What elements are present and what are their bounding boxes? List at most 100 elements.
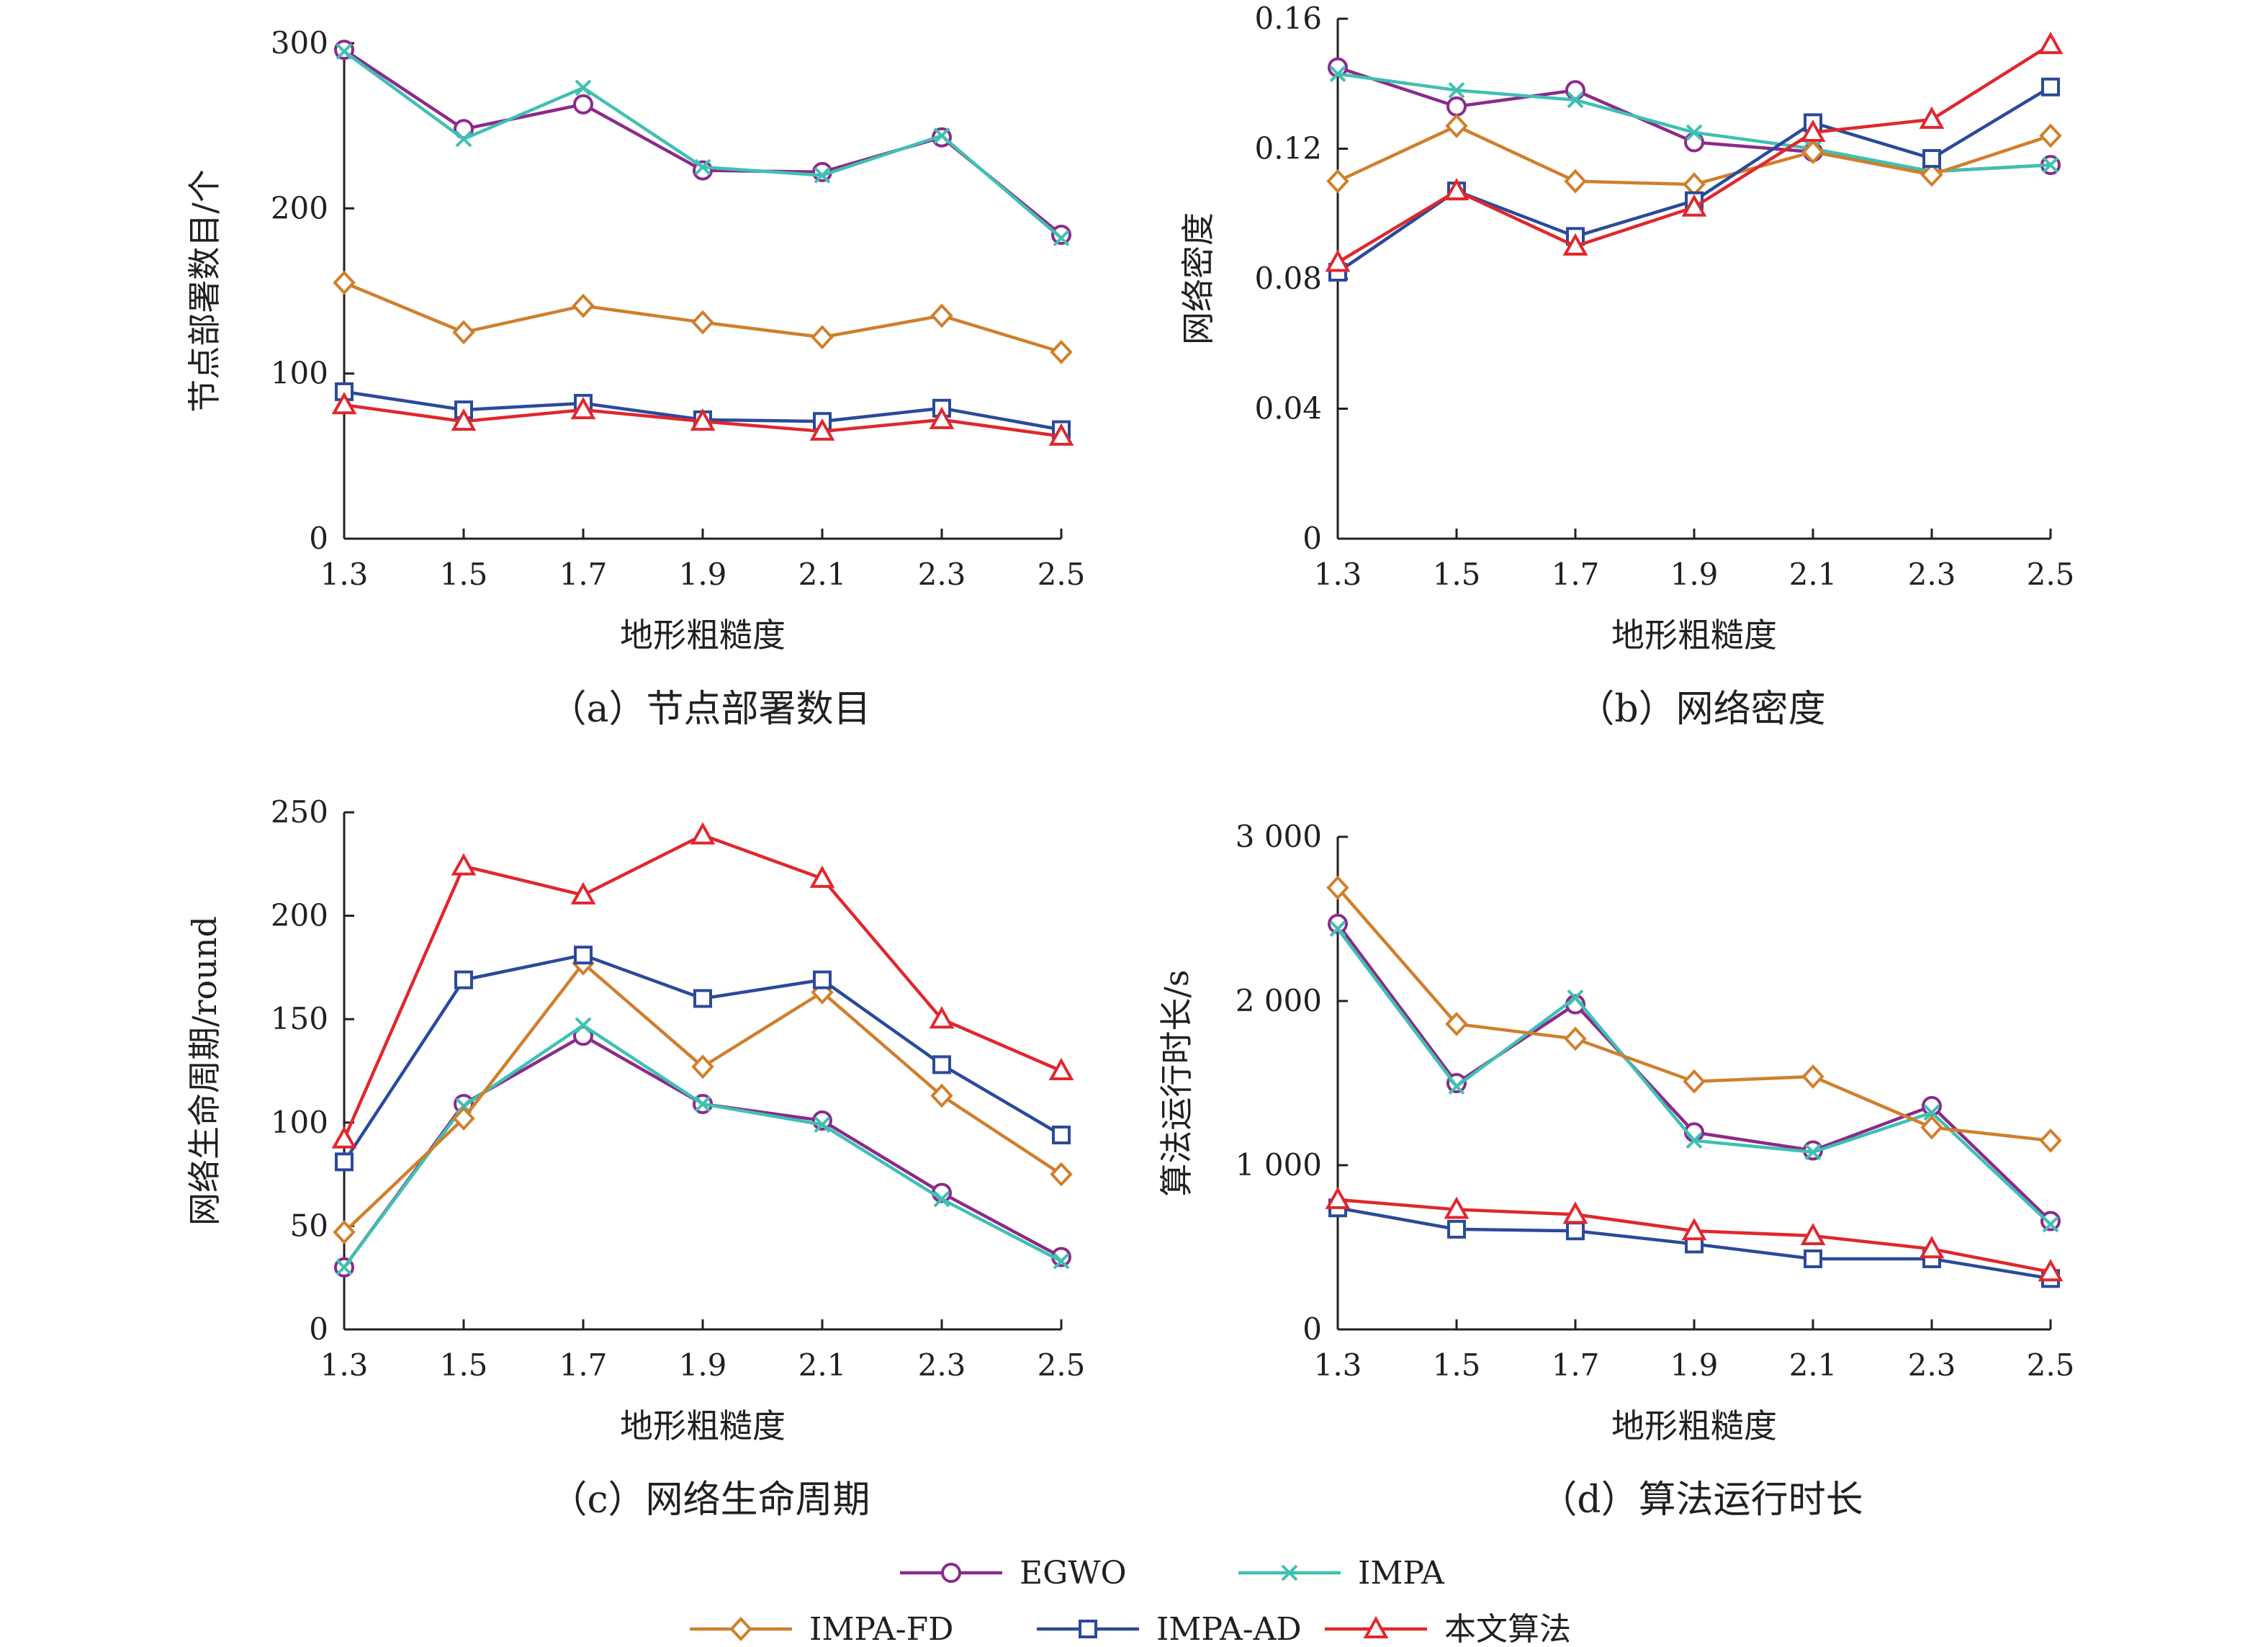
- data-point: [1050, 339, 1073, 364]
- data-point: [2041, 77, 2060, 97]
- data-point: [1329, 66, 1346, 83]
- data-point: [451, 408, 477, 431]
- x-tick-label: 1.5: [440, 1347, 488, 1383]
- data-point: [1923, 1104, 1940, 1121]
- x-tick-label: 2.3: [1908, 557, 1956, 592]
- x-tick-label: 2.1: [798, 1347, 847, 1383]
- series-line: [1336, 43, 2052, 264]
- x-tick-label: 2.5: [1038, 1347, 1086, 1383]
- data-point: [1445, 113, 1468, 138]
- y-tick-label: 0: [1302, 521, 1322, 556]
- series-本文算法: [331, 822, 1074, 1149]
- data-point: [1051, 225, 1071, 246]
- y-tick-label: 200: [271, 898, 328, 933]
- data-point: [1565, 80, 1585, 101]
- x-tick-label: 1.7: [1552, 557, 1600, 592]
- data-point: [1686, 1132, 1703, 1149]
- series-line: [342, 833, 1062, 1140]
- x-tick-label: 1.9: [1670, 557, 1719, 592]
- data-point: [1566, 1221, 1585, 1241]
- legend-item: 本文算法: [1325, 1611, 1571, 1647]
- data-point: [694, 1095, 711, 1113]
- data-point: [331, 392, 357, 415]
- y-tick-label: 0.16: [1254, 1, 1322, 36]
- data-point: [1681, 1218, 1707, 1241]
- series-IMPA: [336, 1017, 1070, 1276]
- data-point: [814, 1116, 831, 1134]
- legend: EGWO IMPA IMPA-FD IMPA-AD 本文算法: [690, 1555, 1571, 1647]
- series-IMPA-FD: [333, 270, 1073, 364]
- y-tick-label: 1 000: [1236, 1147, 1322, 1182]
- legend-marker: [941, 1563, 961, 1583]
- data-point: [2038, 1259, 2064, 1282]
- chart-panel-d: 0 1 000 2 000 3 000 1.3 1.5 1.7 1.9 2.1 2.3 2.5 地形粗…: [1157, 819, 2074, 1522]
- data-point: [331, 1126, 357, 1149]
- y-tick-label: 200: [271, 190, 328, 225]
- y-axis-title: 网络密度: [1179, 212, 1218, 345]
- panel-caption: （c）网络生命周期: [549, 1478, 870, 1522]
- chart-panel-b: 0 0.04 0.08 0.12 0.16 1.3 1.5 1.7 1.9 2.1 2.3 2.5 地形…: [1179, 1, 2074, 731]
- data-point: [1800, 1222, 1826, 1246]
- data-point: [1920, 162, 1943, 187]
- x-tick-label: 1.9: [1670, 1347, 1719, 1383]
- legend-marker: [1363, 1615, 1389, 1638]
- data-point: [1048, 1057, 1074, 1080]
- series-本文算法: [331, 392, 1074, 446]
- x-tick-label: 1.9: [679, 557, 727, 592]
- data-point: [1448, 81, 1465, 99]
- y-tick-label: 0: [1302, 1311, 1322, 1347]
- data-point: [335, 1152, 354, 1172]
- data-point: [690, 408, 716, 431]
- data-point: [2042, 1216, 2059, 1233]
- data-point: [814, 167, 831, 184]
- legend-label: 本文算法: [1444, 1611, 1571, 1647]
- series-本文算法: [1325, 1186, 2064, 1282]
- data-point: [694, 158, 711, 176]
- series-line: [343, 48, 1063, 236]
- data-point: [1683, 1069, 1706, 1094]
- data-point: [1329, 920, 1346, 938]
- chart-panel-a: 0 100 200 300 1.3 1.5 1.7 1.9 2.1 2.3 2.5 地形粗糙度 节点部署…: [185, 25, 1085, 731]
- data-point: [1446, 96, 1467, 117]
- data-point: [1804, 1144, 1822, 1161]
- data-point: [2042, 156, 2059, 174]
- series-IMPA-FD: [1326, 113, 2062, 197]
- panel-caption: （b）网络密度: [1577, 688, 1825, 731]
- data-point: [1326, 169, 1349, 194]
- data-point: [1922, 149, 1941, 169]
- x-tick-label: 2.5: [1038, 557, 1086, 592]
- data-point: [336, 43, 353, 60]
- series-EGWO: [334, 40, 1071, 246]
- data-point: [1053, 1252, 1070, 1270]
- data-point: [1444, 178, 1470, 201]
- x-tick-label: 2.3: [918, 557, 966, 592]
- legend-label: IMPA-FD: [809, 1611, 953, 1647]
- series-IMPA-FD: [1326, 875, 2062, 1153]
- data-point: [1686, 124, 1703, 141]
- data-point: [1052, 1126, 1071, 1145]
- x-tick-label: 2.1: [798, 557, 847, 592]
- data-point: [1053, 230, 1070, 247]
- y-tick-label: 100: [271, 1105, 328, 1140]
- data-point: [1328, 57, 1348, 78]
- y-tick-label: 2 000: [1236, 983, 1322, 1018]
- series-line: [343, 50, 1063, 240]
- data-point: [2039, 123, 2062, 148]
- data-point: [1801, 140, 1824, 164]
- series-IMPA-FD: [333, 951, 1073, 1244]
- series-IMPA: [1329, 66, 2059, 180]
- series-line: [1337, 66, 2051, 174]
- x-tick-label: 2.1: [1789, 1347, 1837, 1383]
- data-point: [1325, 1186, 1351, 1209]
- data-point: [809, 865, 835, 888]
- data-point: [575, 79, 592, 97]
- x-tick-label: 1.5: [1433, 1347, 1481, 1383]
- data-point: [1564, 169, 1587, 194]
- x-tick-label: 1.5: [1433, 557, 1481, 592]
- data-point: [929, 406, 955, 429]
- data-point: [1447, 1219, 1466, 1239]
- legend-marker: [1281, 1564, 1298, 1581]
- y-tick-label: 50: [290, 1208, 328, 1243]
- y-axis-title: 节点部署数目/个: [185, 169, 224, 413]
- legend-marker: [729, 1617, 752, 1641]
